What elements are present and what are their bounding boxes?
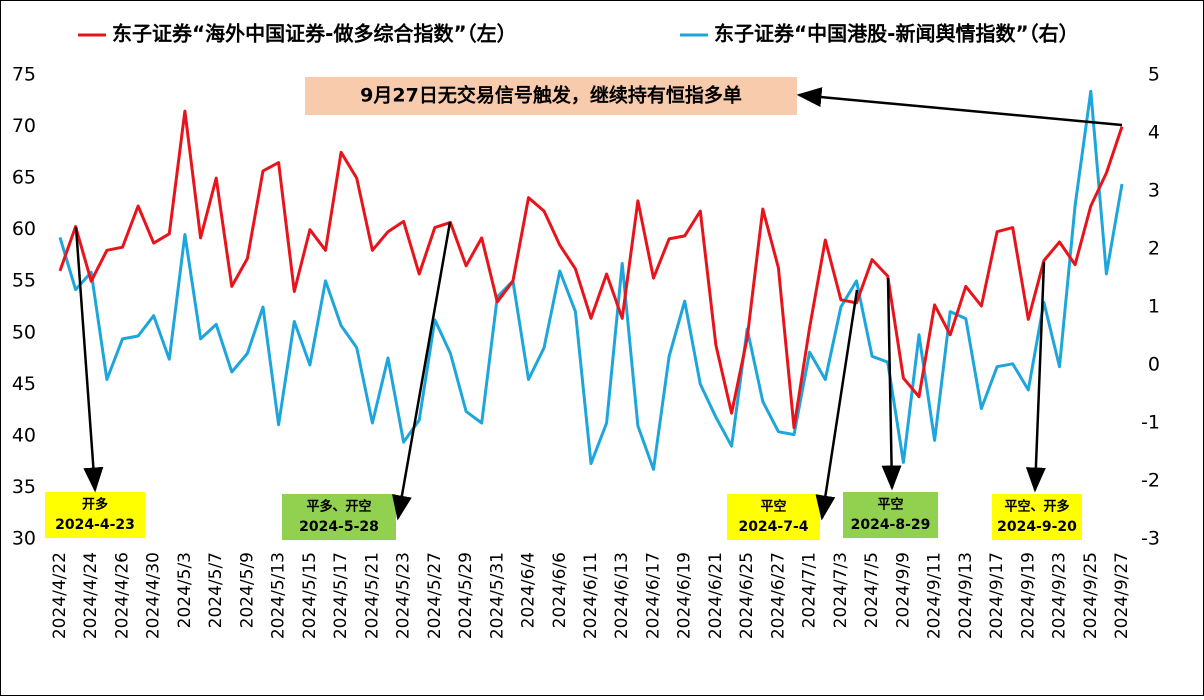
signal-date: 2024-9-20 [997, 519, 1077, 535]
signal-action: 开多 [82, 497, 108, 513]
y2-tick-label: 3 [1148, 180, 1160, 202]
y2-tick-label: -1 [1141, 412, 1160, 434]
y2-tick-label: 2 [1148, 238, 1160, 260]
y-tick-label: 50 [12, 321, 36, 343]
x-tick-label: 2024/5/3 [175, 552, 195, 628]
x-tick-label: 2024/9/11 [925, 552, 945, 639]
y2-tick-label: 5 [1148, 64, 1160, 86]
x-tick-label: 2024/5/15 [300, 552, 320, 639]
signal-date: 2024-4-23 [55, 517, 135, 533]
x-tick-label: 2024/4/26 [112, 552, 132, 639]
x-tick-label: 2024/6/11 [581, 552, 601, 639]
signal-box [727, 494, 820, 540]
y-tick-label: 55 [12, 270, 36, 292]
x-tick-label: 2024/9/23 [1050, 552, 1070, 639]
x-tick-label: 2024/7/5 [862, 552, 882, 628]
series-line [58, 89, 1124, 471]
x-tick-label: 2024/6/21 [706, 552, 726, 639]
x-tick-label: 2024/9/17 [987, 552, 1007, 639]
x-tick-label: 2024/6/4 [519, 552, 539, 628]
signal-arrow [881, 277, 902, 491]
x-tick-label: 2024/5/7 [206, 552, 226, 628]
y-tick-label: 35 [12, 476, 36, 498]
x-tick-label: 2024/9/9 [893, 552, 913, 628]
signal-action: 平多、开空 [306, 499, 371, 515]
x-tick-label: 2024/6/6 [550, 552, 570, 628]
signal-date: 2024-8-29 [851, 517, 931, 533]
y-tick-label: 70 [12, 115, 36, 137]
signal-box [282, 494, 396, 540]
annotation-arrow [796, 87, 1123, 127]
x-tick-label: 2024/5/27 [425, 552, 445, 639]
x-tick-label: 2024/5/21 [362, 552, 382, 639]
x-tick-label: 2024/9/19 [1018, 552, 1038, 639]
x-tick-label: 2024/9/25 [1081, 552, 1101, 639]
signal-action: 平空 [877, 497, 903, 513]
x-tick-label: 2024/4/24 [81, 552, 101, 639]
x-tick-label: 2024/6/17 [643, 552, 663, 639]
signal-date: 2024-5-28 [299, 519, 379, 535]
y2-tick-label: -2 [1141, 470, 1160, 492]
signal-arrow [815, 289, 859, 521]
y-tick-label: 75 [12, 64, 36, 86]
y-tick-label: 40 [12, 424, 36, 446]
x-tick-label: 2024/6/25 [737, 552, 757, 639]
x-tick-label: 2024/5/17 [331, 552, 351, 639]
x-tick-label: 2024/5/9 [237, 552, 257, 628]
y-tick-label: 45 [12, 373, 36, 395]
signal-arrow [1025, 261, 1046, 493]
x-tick-label: 2024/7/1 [800, 552, 820, 628]
signal-action: 平空、开多 [1004, 499, 1069, 515]
signal-arrow [74, 226, 104, 493]
x-tick-label: 2024/6/19 [675, 552, 695, 639]
x-tick-label: 2024/5/23 [394, 552, 414, 639]
x-tick-label: 2024/9/27 [1112, 552, 1132, 639]
signal-box [45, 492, 145, 538]
y-tick-label: 60 [12, 218, 36, 240]
x-tick-label: 2024/5/31 [487, 552, 507, 639]
signal-box [992, 494, 1082, 540]
x-tick-label: 2024/6/27 [768, 552, 788, 639]
y2-tick-label: -3 [1141, 528, 1160, 550]
y2-tick-label: 4 [1148, 122, 1160, 144]
y2-tick-label: 0 [1148, 354, 1160, 376]
signal-box [843, 492, 938, 538]
legend-label: 东子证券“中国港股-新闻舆情指数”（右） [714, 22, 1079, 46]
series-line [58, 109, 1124, 430]
x-tick-label: 2024/7/3 [831, 552, 851, 628]
x-tick-label: 2024/9/13 [956, 552, 976, 639]
y-tick-label: 30 [12, 528, 36, 550]
annotation-text: 9月27日无交易信号触发，继续持有恒指多单 [360, 84, 742, 107]
legend-label: 东子证券“海外中国证券-做多综合指数”（左） [112, 22, 517, 46]
x-tick-label: 2024/5/29 [456, 552, 476, 639]
x-tick-label: 2024/5/13 [269, 552, 289, 639]
x-tick-label: 2024/6/13 [612, 552, 632, 639]
signal-date: 2024-7-4 [738, 519, 808, 535]
y-tick-label: 65 [12, 167, 36, 189]
x-tick-label: 2024/4/22 [50, 552, 70, 639]
x-tick-label: 2024/4/30 [144, 552, 164, 639]
annotation-box [305, 77, 797, 115]
signal-arrow [392, 221, 452, 521]
y2-tick-label: 1 [1148, 296, 1160, 318]
signal-action: 平空 [760, 499, 786, 515]
